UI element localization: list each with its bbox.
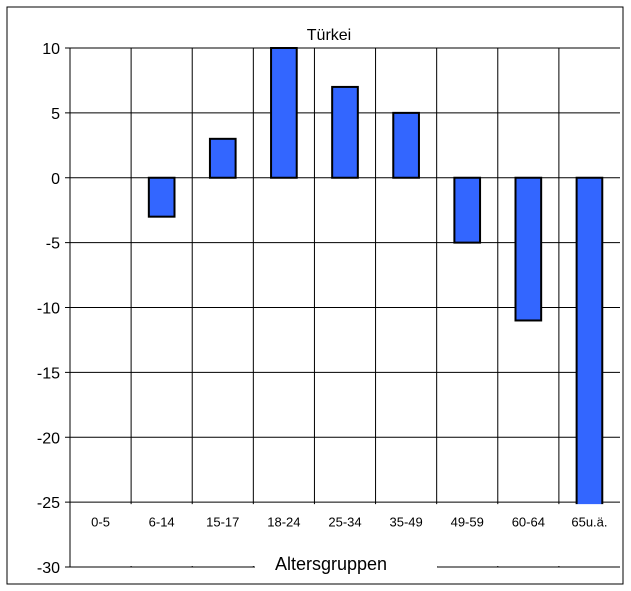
y-tick-label: 10 (42, 41, 60, 58)
x-axis-label: Altersgruppen (275, 554, 387, 574)
bar-18-24 (270, 47, 298, 179)
x-tick-label: 60-64 (512, 514, 545, 529)
y-tick-label: 5 (51, 106, 60, 123)
x-tick-label: 35-49 (389, 514, 422, 529)
y-tick-label: -25 (37, 495, 60, 512)
x-tick-label: 49-59 (451, 514, 484, 529)
y-tick-label: -20 (37, 430, 60, 447)
bar-6-14 (147, 176, 176, 218)
bar-49-59 (453, 176, 482, 244)
bar-15-17 (208, 137, 237, 179)
x-tick-label: 18-24 (267, 514, 300, 529)
bar-65u.ä. (575, 176, 604, 532)
x-tick-label: 65u.ä. (571, 514, 607, 529)
y-tick-label: -5 (46, 236, 60, 253)
bar-layer (147, 47, 604, 532)
x-tick-label: 0-5 (91, 514, 110, 529)
y-tick-label: -30 (37, 560, 60, 577)
y-axis-ticks: 10 5 0 -5 -10 -15 -20 -25 -30 (37, 41, 70, 577)
bar-35-49 (392, 111, 420, 179)
y-tick-label: -15 (37, 365, 60, 382)
y-tick-label: -10 (37, 301, 60, 318)
y-tick-label: 0 (51, 171, 60, 188)
x-tick-label: 25-34 (328, 514, 361, 529)
chart-title: Türkei (307, 27, 351, 44)
x-tick-label: 15-17 (206, 514, 239, 529)
x-axis-label-background (255, 549, 437, 579)
x-tick-label: 6-14 (149, 514, 175, 529)
x-axis-ticks: 0-5 6-14 15-17 18-24 25-34 35-49 49-59 60-64 65u… (71, 504, 619, 566)
bar-60-64 (514, 176, 543, 322)
bar-25-34 (331, 85, 359, 179)
